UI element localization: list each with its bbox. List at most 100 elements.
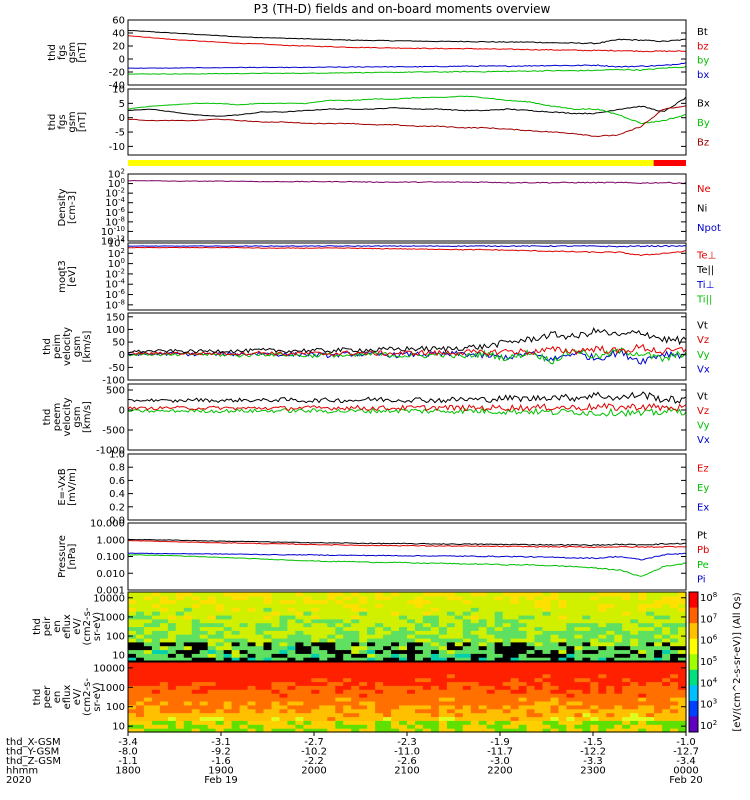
spectrogram-cell	[678, 728, 687, 733]
spectrogram-cell	[287, 649, 296, 654]
spectrogram-cell	[486, 592, 496, 597]
spectrogram-cell	[231, 615, 241, 620]
spectrogram-cell	[678, 697, 687, 702]
spectrogram-cell	[518, 645, 528, 651]
spectrogram-cell	[215, 708, 225, 714]
spectrogram-cell	[143, 677, 153, 683]
spectrogram-cell	[630, 724, 639, 729]
spectrogram-cell	[550, 641, 560, 647]
spectrogram-cell	[678, 618, 687, 624]
spectrogram-cell	[502, 662, 512, 667]
spectrogram-cell	[215, 630, 225, 635]
spectrogram-cell	[327, 649, 336, 654]
spectrogram-cell	[199, 662, 209, 667]
panel-frame	[127, 173, 687, 242]
spectrogram-cell	[367, 665, 376, 671]
spectrogram-cell	[430, 630, 440, 635]
spectrogram-cell	[128, 712, 137, 718]
spectrogram-cell	[183, 641, 193, 647]
spectrogram-cell	[303, 599, 312, 605]
spectrogram-cell	[430, 685, 440, 690]
spectrogram-cell	[255, 645, 265, 651]
spectrogram-cell	[351, 599, 360, 605]
spectrogram-cell	[510, 697, 520, 702]
spectrogram-cell	[510, 645, 520, 651]
spectrogram-cell	[598, 641, 607, 647]
spectrogram-cell	[638, 641, 647, 647]
spectrogram-cell	[438, 704, 448, 710]
spectrogram-cell	[311, 669, 320, 675]
spectrogram-cell	[654, 638, 663, 643]
spectrogram-cell	[319, 724, 328, 729]
spectrogram-cell	[279, 693, 289, 698]
spectrogram-cell	[375, 645, 384, 651]
spectrogram-cell	[223, 728, 233, 733]
spectrogram-cell	[430, 665, 440, 671]
spectrogram-cell	[335, 700, 344, 706]
spectrogram-cell	[319, 653, 328, 658]
spectrogram-cell	[239, 712, 249, 718]
spectrogram-cell	[263, 697, 273, 702]
spectrogram-cell	[662, 689, 671, 694]
spectrogram-cell	[375, 720, 384, 725]
spectrogram-cell	[518, 681, 528, 686]
spectrogram-cell	[438, 611, 448, 616]
spectrogram-cell	[335, 626, 344, 631]
spectrogram-cell	[359, 592, 368, 597]
y-axis-label: thd	[42, 338, 53, 355]
spectrogram-cell	[263, 634, 273, 639]
spectrogram-cell	[287, 665, 296, 671]
spectrogram-cell	[175, 697, 185, 702]
spectrogram-cell	[494, 641, 504, 647]
y-axis-label: [nT]	[77, 112, 88, 132]
spectrogram-cell	[199, 708, 209, 714]
spectrogram-cell	[502, 630, 512, 635]
spectrogram-cell	[343, 618, 352, 624]
spectrogram-cell	[287, 708, 296, 714]
spectrogram-cell	[215, 618, 225, 624]
spectrogram-cell	[622, 697, 631, 702]
spectrogram-cell	[646, 704, 655, 710]
spectrogram-cell	[438, 615, 448, 620]
spectrogram-cell	[231, 669, 241, 675]
spectrogram-cell	[558, 665, 568, 671]
spectrogram-cell	[422, 641, 432, 647]
spectrogram-cell	[327, 595, 336, 601]
spectrogram-cell	[550, 634, 560, 639]
spectrogram-cell	[478, 599, 488, 605]
spectrogram-cell	[478, 622, 488, 628]
spectrogram-cell	[446, 693, 456, 698]
spectrogram-cell	[622, 689, 631, 694]
spectrogram-cell	[191, 611, 201, 616]
spectrogram-cell	[359, 724, 368, 729]
spectrogram-cell	[303, 615, 312, 620]
spectrogram-cell	[526, 716, 536, 721]
spectrogram-cell	[191, 657, 201, 662]
spectrogram-cell	[462, 665, 472, 671]
spectrogram-cell	[534, 697, 544, 702]
spectrogram-cell	[335, 641, 344, 647]
spectrogram-cell	[151, 599, 161, 605]
spectrogram-cell	[136, 607, 145, 612]
spectrogram-cell	[526, 611, 536, 616]
spectrogram-cell	[167, 645, 177, 651]
spectrogram-cell	[598, 649, 607, 654]
spectrogram-cell	[247, 603, 257, 608]
spectrogram-cell	[646, 638, 655, 643]
spectrogram-cell	[518, 595, 528, 601]
spectrogram-cell	[430, 641, 440, 647]
spectrogram-cell	[430, 622, 440, 628]
spectrogram-cell	[454, 704, 464, 710]
spectrogram-cell	[422, 689, 432, 694]
spectrogram-cell	[542, 708, 552, 714]
spectrogram-cell	[550, 592, 560, 597]
spectrogram-cell	[351, 700, 360, 706]
spectrogram-cell	[654, 615, 663, 620]
spectrogram-cell	[391, 630, 400, 635]
spectrogram-cell	[167, 720, 177, 725]
spectrogram-cell	[255, 649, 265, 654]
spectrogram-cell	[319, 685, 328, 690]
spectrogram-cell	[207, 611, 217, 616]
colorbar-segment	[689, 716, 698, 733]
spectrogram-cell	[287, 607, 296, 612]
